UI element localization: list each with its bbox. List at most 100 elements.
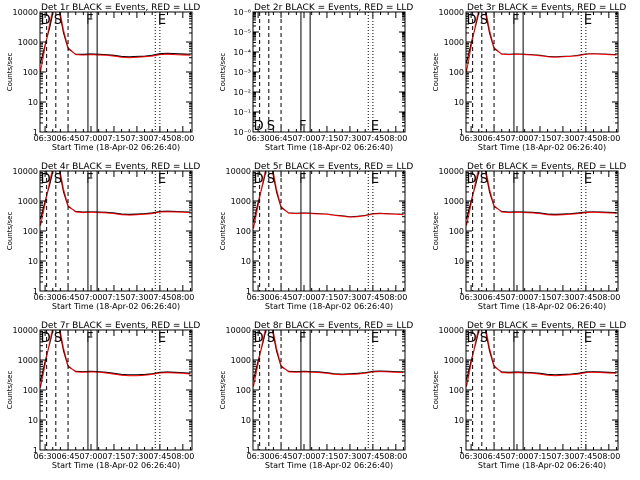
- y-axis-label: Counts/sec: [6, 53, 14, 92]
- x-tick-label: 07:15: [528, 134, 551, 143]
- marker-label: F: [299, 331, 306, 346]
- x-tick-label: 06:45: [57, 134, 80, 143]
- marker-label: E: [584, 13, 592, 28]
- x-tick-label: 06:30: [460, 293, 483, 302]
- marker-label: F: [512, 331, 519, 346]
- x-tick-label: 08:00: [171, 293, 194, 302]
- lld-series-line: [466, 12, 617, 73]
- marker-label: S: [54, 172, 62, 187]
- y-tick-label: 10: [454, 98, 464, 107]
- y-tick-label: 10000: [226, 326, 251, 335]
- y-tick-label: 1: [33, 446, 38, 455]
- x-tick-label: 06:30: [460, 134, 483, 143]
- marker-label: D: [254, 172, 264, 187]
- x-tick-label: 07:30: [125, 134, 148, 143]
- x-tick-label: 07:00: [79, 293, 102, 302]
- y-tick-label: 1000: [231, 356, 251, 365]
- lld-series-line: [466, 330, 617, 387]
- y-tick-label: 10000: [13, 326, 38, 335]
- panel-title: Det 2r BLACK = Events, RED = LLD: [254, 3, 413, 13]
- x-tick-label: 06:30: [247, 452, 270, 461]
- marker-label: F: [299, 172, 306, 187]
- events-series-line: [466, 171, 617, 220]
- x-tick-label: 06:45: [57, 293, 80, 302]
- x-tick-label: 07:45: [148, 452, 171, 461]
- x-tick-label: 07:15: [315, 134, 338, 143]
- y-axis-label: Counts/sec: [219, 212, 227, 251]
- marker-label: F: [512, 172, 519, 187]
- panel-title: Det 7r BLACK = Events, RED = LLD: [41, 321, 200, 331]
- panel-title: Det 9r BLACK = Events, RED = LLD: [467, 321, 626, 331]
- y-tick-label: 1: [33, 128, 38, 137]
- x-tick-label: 06:30: [247, 134, 270, 143]
- marker-label: D: [467, 172, 477, 187]
- x-tick-label: 06:30: [460, 452, 483, 461]
- y-tick-label: 10000: [226, 167, 251, 176]
- x-tick-label: 08:00: [384, 452, 407, 461]
- x-tick-label: 07:45: [148, 293, 171, 302]
- y-tick-label: 10: [454, 416, 464, 425]
- events-series-line: [466, 330, 617, 380]
- x-tick-label: 08:00: [171, 134, 194, 143]
- y-tick-label: 100: [23, 227, 38, 236]
- y-tick-label: 10: [28, 257, 38, 266]
- x-tick-label: 07:45: [574, 293, 597, 302]
- y-tick-label: 10⁻²: [233, 88, 251, 97]
- marker-label: F: [299, 119, 306, 134]
- y-tick-label: 100: [23, 68, 38, 77]
- marker-label: E: [158, 172, 166, 187]
- x-tick-label: 07:00: [292, 134, 315, 143]
- x-tick-label: 08:00: [171, 452, 194, 461]
- lld-series-line: [253, 330, 404, 387]
- y-tick-label: 10000: [13, 8, 38, 17]
- x-tick-label: 07:30: [338, 452, 361, 461]
- x-tick-label: 08:00: [384, 293, 407, 302]
- y-tick-label: 10000: [439, 167, 464, 176]
- y-tick-label: 10⁻⁰: [233, 128, 251, 137]
- x-tick-label: 06:45: [270, 452, 293, 461]
- lld-series-line: [253, 171, 404, 229]
- x-tick-label: 07:45: [148, 134, 171, 143]
- x-tick-label: 06:45: [270, 134, 293, 143]
- x-tick-label: 07:15: [528, 293, 551, 302]
- y-tick-label: 10⁻¹: [233, 108, 251, 117]
- x-tick-label: 07:00: [292, 293, 315, 302]
- x-tick-label: 07:00: [79, 134, 102, 143]
- marker-label: D: [467, 13, 477, 28]
- x-tick-label: 07:00: [505, 452, 528, 461]
- events-series-line: [466, 12, 617, 64]
- events-series-line: [40, 171, 191, 220]
- y-tick-label: 10000: [13, 167, 38, 176]
- marker-label: E: [371, 172, 379, 187]
- y-tick-label: 10: [28, 416, 38, 425]
- y-axis-label: Counts/sec: [6, 371, 14, 410]
- panel-title: Det 5r BLACK = Events, RED = LLD: [254, 162, 413, 172]
- y-tick-label: 10⁻³: [233, 68, 251, 77]
- x-tick-label: 07:30: [551, 293, 574, 302]
- y-tick-label: 10⁻⁶: [233, 8, 251, 17]
- x-tick-label: 07:45: [574, 134, 597, 143]
- x-tick-label: 07:00: [505, 293, 528, 302]
- lld-series-line: [466, 171, 617, 226]
- panel-title: Det 6r BLACK = Events, RED = LLD: [467, 162, 626, 172]
- x-tick-label: 07:30: [338, 293, 361, 302]
- lld-series-line: [40, 171, 191, 226]
- y-tick-label: 10000: [439, 326, 464, 335]
- marker-label: E: [584, 172, 592, 187]
- marker-label: F: [86, 13, 93, 28]
- y-tick-label: 1: [246, 446, 251, 455]
- x-tick-label: 08:00: [384, 134, 407, 143]
- events-series-line: [253, 330, 404, 380]
- marker-label: S: [54, 331, 62, 346]
- y-tick-label: 1000: [444, 38, 464, 47]
- x-tick-label: 07:45: [361, 293, 384, 302]
- x-tick-label: 07:45: [361, 452, 384, 461]
- marker-label: E: [371, 119, 379, 134]
